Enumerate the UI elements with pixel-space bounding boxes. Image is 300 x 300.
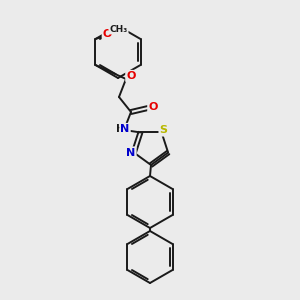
Text: O: O: [103, 29, 112, 39]
Text: N: N: [120, 124, 130, 134]
Text: O: O: [126, 71, 136, 81]
Text: H: H: [116, 124, 124, 134]
Text: S: S: [160, 125, 168, 135]
Text: O: O: [148, 102, 158, 112]
Text: N: N: [126, 148, 136, 158]
Text: CH₃: CH₃: [110, 25, 128, 34]
